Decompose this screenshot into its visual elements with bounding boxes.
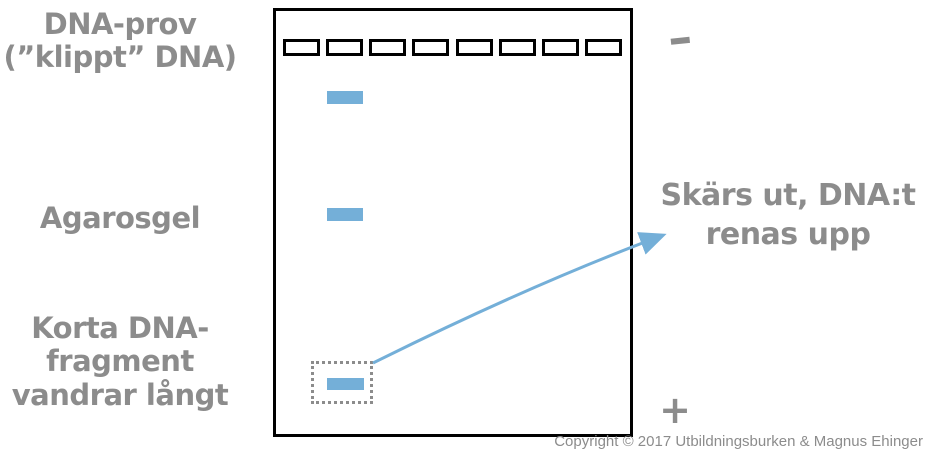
cut-out-label-line2: renas upp (705, 217, 871, 252)
short-fragments-label-line1: Korta DNA- (31, 311, 209, 345)
gel-well-8 (584, 39, 622, 56)
dna-sample-label: DNA-prov (”klippt” DNA) (0, 7, 240, 75)
short-fragments-label: Korta DNA- fragment vandrar långt (0, 311, 240, 412)
dna-band-top (327, 91, 363, 104)
agarose-gel-label: Agarosgel (39, 201, 201, 235)
gel-well-4 (412, 39, 450, 56)
short-fragments-label-line3: vandrar långt (11, 377, 229, 412)
positive-electrode-sign: + (659, 388, 691, 432)
cut-out-label-line1: Skärs ut, DNA:t (660, 178, 916, 213)
short-fragments-label-line2: fragment (46, 344, 194, 379)
dna-sample-label-line1: DNA-prov (43, 7, 197, 41)
dna-sample-label-line2: (”klippt” DNA) (3, 40, 237, 75)
gel-well-3 (369, 39, 407, 56)
cut-out-arrow (372, 232, 667, 365)
dna-band-bottom (327, 378, 364, 390)
gel-box (273, 8, 633, 437)
gel-well-5 (455, 39, 493, 56)
wells-row (283, 39, 622, 56)
gel-well-6 (498, 39, 536, 56)
negative-electrode-sign: – (665, 8, 695, 68)
gel-well-2 (326, 39, 364, 56)
gel-well-7 (541, 39, 579, 56)
copyright-text: Copyright © 2017 Utbildningsburken & Mag… (554, 433, 923, 450)
gel-well-1 (283, 39, 320, 56)
band-selection-outline (311, 361, 373, 404)
cut-out-label: Skärs ut, DNA:t renas upp (652, 176, 924, 254)
dna-band-middle (327, 208, 363, 221)
cut-out-arrow-path (372, 232, 667, 365)
